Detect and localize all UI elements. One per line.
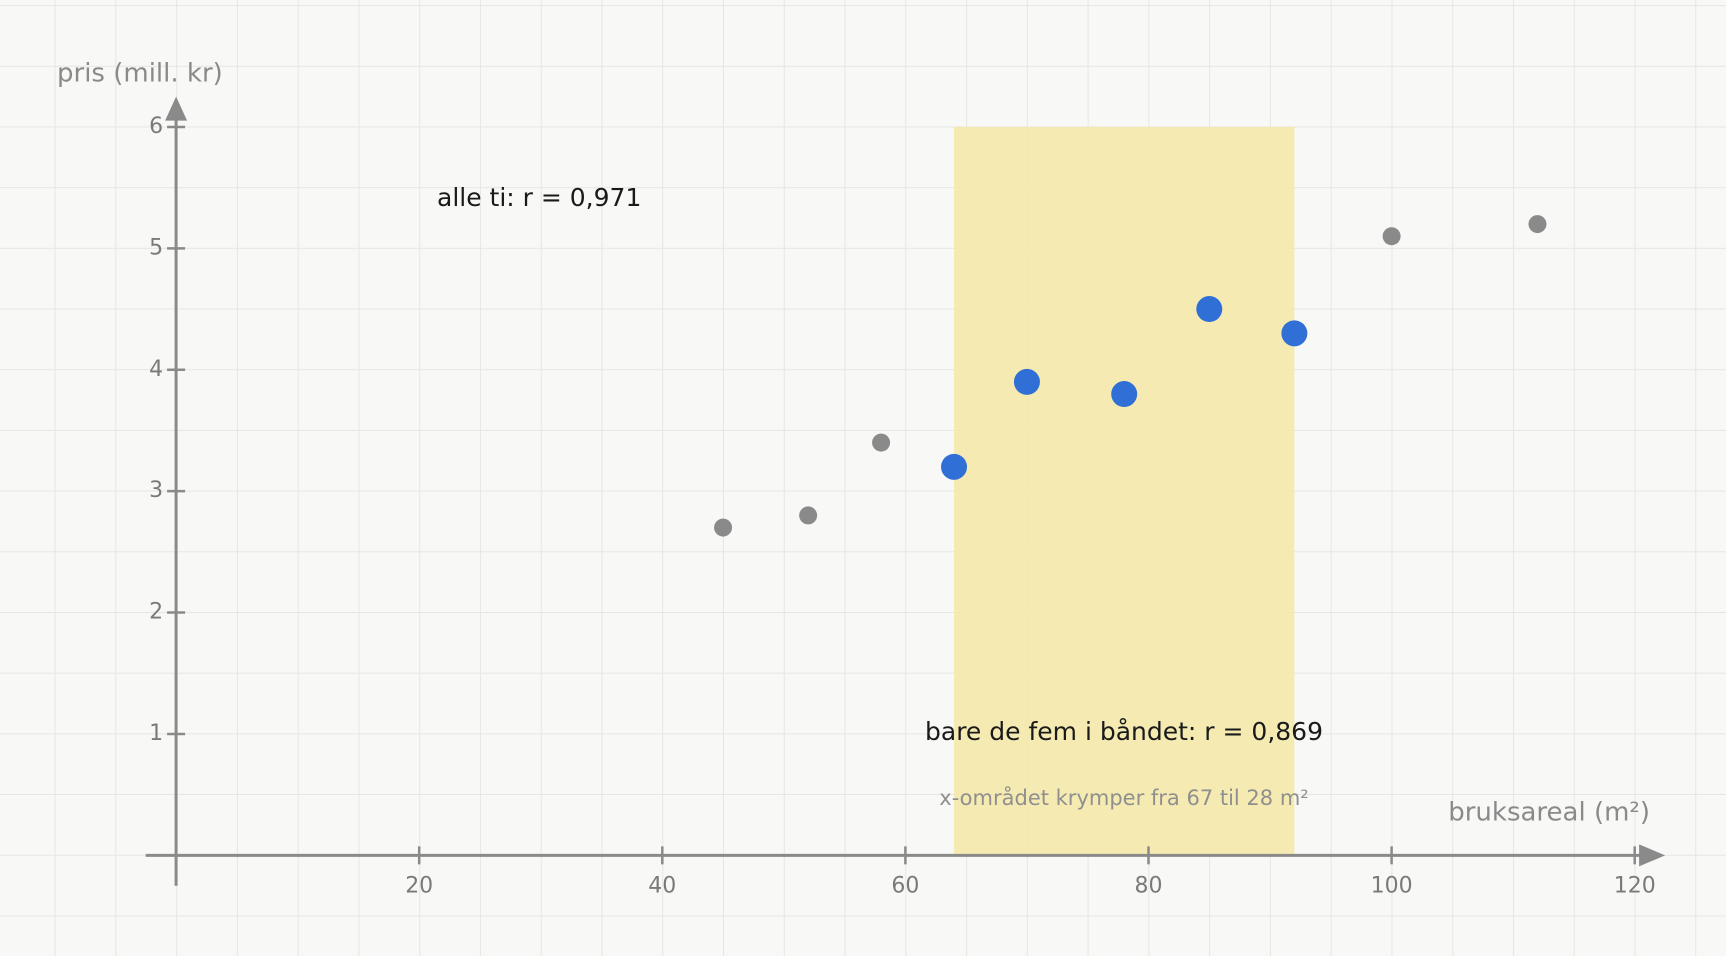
y-tick-label: 3 <box>149 478 163 503</box>
x-tick-label: 20 <box>405 873 433 898</box>
point <box>714 518 733 537</box>
point <box>1382 227 1401 246</box>
point <box>872 433 891 452</box>
annotation-sub: x-området krymper fra 67 til 28 m² <box>939 785 1308 810</box>
x-tick-label: 100 <box>1371 873 1413 898</box>
y-tick-label: 1 <box>149 721 163 746</box>
point <box>1528 215 1547 234</box>
y-axis-title: pris (mill. kr) <box>57 59 223 89</box>
x-axis-arrow <box>1639 844 1666 867</box>
annotation: alle ti: r = 0,971 <box>437 183 641 212</box>
x-tick-label: 60 <box>891 873 919 898</box>
x-tick-label: 80 <box>1135 873 1163 898</box>
point <box>1281 320 1308 347</box>
point <box>1111 381 1138 408</box>
y-tick-label: 6 <box>149 114 163 139</box>
annotation: bare de fem i båndet: r = 0,869 <box>925 717 1323 746</box>
y-tick-label: 5 <box>149 235 163 260</box>
point <box>799 506 818 525</box>
y-axis-arrow <box>165 96 188 121</box>
highlight-band <box>954 126 1295 856</box>
point <box>1013 368 1040 395</box>
point <box>941 453 968 480</box>
y-tick-label: 4 <box>149 357 163 382</box>
x-axis-title: bruksareal (m²) <box>1448 798 1650 828</box>
point <box>1196 296 1223 323</box>
x-tick-label: 120 <box>1614 873 1656 898</box>
x-tick-label: 40 <box>648 873 676 898</box>
y-tick-label: 2 <box>149 600 163 625</box>
